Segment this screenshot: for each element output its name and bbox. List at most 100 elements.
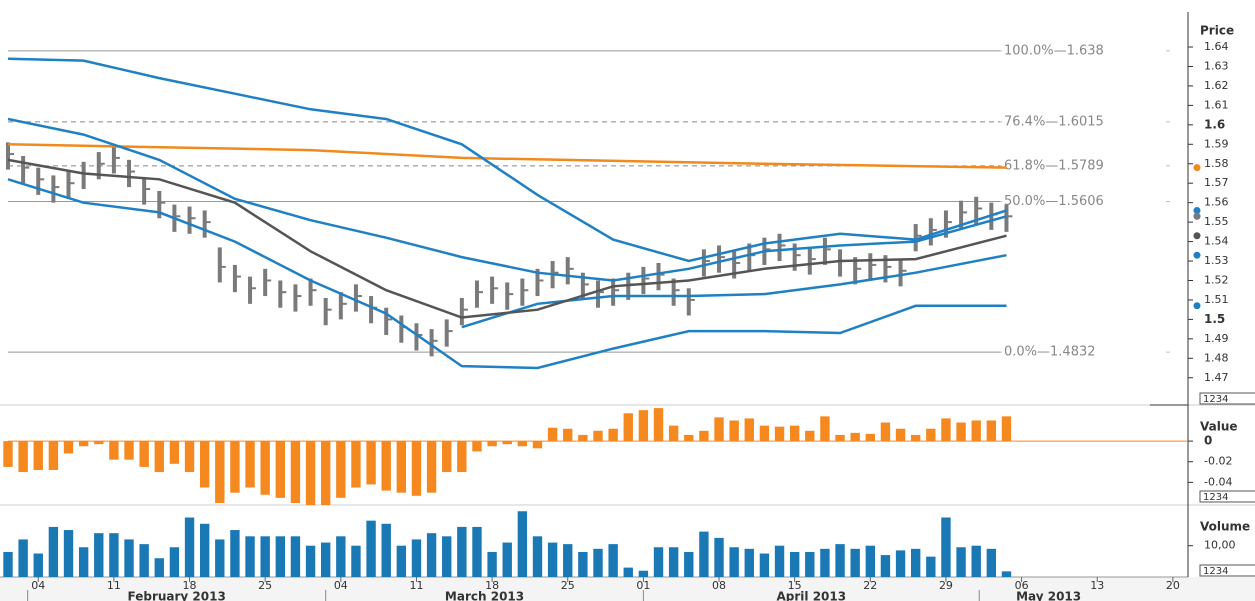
- y-tick-label: 1.58: [1204, 157, 1229, 170]
- y-tick-label: 1.5: [1204, 312, 1225, 326]
- indicator-line: [7, 178, 1007, 370]
- x-tick-label: 04: [31, 579, 45, 592]
- bar: [215, 539, 225, 577]
- x-tick-label: 06: [1015, 579, 1029, 592]
- bar: [850, 432, 860, 442]
- axis-box: [1199, 490, 1255, 503]
- y-tick-label: 1.56: [1204, 196, 1229, 209]
- y-tick-label: 1.64: [1204, 40, 1229, 53]
- bar: [547, 542, 558, 577]
- bar: [63, 530, 74, 577]
- bar: [154, 558, 164, 577]
- bar: [94, 533, 104, 577]
- y-tick-label: 1.61: [1204, 98, 1229, 111]
- bar: [109, 533, 119, 577]
- bar: [48, 526, 59, 577]
- x-tick-label: 29: [939, 579, 953, 592]
- y-tick-label: 0: [1204, 434, 1212, 448]
- bar: [63, 441, 74, 454]
- bar: [426, 533, 437, 577]
- month-label: May 2013: [1016, 590, 1081, 601]
- indicator-line: [7, 158, 1007, 319]
- bar: [865, 545, 875, 577]
- y-tick-label: -0.04: [1204, 475, 1232, 488]
- bar: [502, 542, 512, 577]
- bar: [653, 547, 664, 577]
- x-tick-label: 25: [561, 579, 575, 592]
- bar: [184, 441, 195, 473]
- y-tick-label: 1.55: [1204, 215, 1229, 228]
- bar: [850, 548, 860, 577]
- y-tick-label: 1.47: [1204, 371, 1229, 384]
- bar: [684, 434, 694, 442]
- bar: [532, 441, 543, 449]
- bar: [593, 430, 603, 442]
- bar: [759, 425, 770, 442]
- bar: [880, 422, 891, 442]
- bar: [321, 441, 331, 506]
- bar: [926, 428, 936, 442]
- bar: [78, 547, 89, 577]
- bar: [381, 523, 391, 577]
- bar: [305, 441, 316, 506]
- last-value-marker: [1193, 206, 1201, 214]
- x-tick-label: 01: [636, 579, 650, 592]
- bar: [623, 567, 633, 577]
- bar: [714, 417, 724, 442]
- bar: [442, 441, 452, 473]
- y-tick-label: 1.6: [1204, 117, 1225, 131]
- y-tick-label: 10,00: [1204, 539, 1236, 552]
- bar: [290, 441, 301, 503]
- bar: [638, 410, 649, 442]
- bar: [230, 441, 240, 493]
- bar: [547, 427, 558, 442]
- bar: [835, 544, 845, 577]
- bar: [33, 553, 43, 577]
- y-tick-label: 1.53: [1204, 254, 1229, 267]
- bar: [18, 539, 28, 577]
- bar: [487, 441, 497, 447]
- x-tick-label: 18: [183, 579, 197, 592]
- bar: [744, 548, 754, 577]
- bar: [336, 536, 346, 577]
- fib-label-bg: [1002, 157, 1166, 174]
- bar: [789, 425, 800, 442]
- bar: [199, 441, 210, 488]
- bar: [18, 441, 28, 473]
- bar: [971, 420, 981, 442]
- bar: [895, 428, 906, 442]
- panel-title: Volume: [1200, 520, 1250, 534]
- bar: [729, 420, 739, 442]
- bar: [774, 426, 785, 442]
- bar: [109, 441, 119, 460]
- bar: [986, 548, 997, 577]
- bar: [668, 547, 679, 577]
- axis-box-label: 1234: [1203, 394, 1228, 405]
- fib-label: 0.0%—1.4832: [1004, 345, 1096, 360]
- bar: [774, 545, 785, 577]
- y-tick-label: 1.52: [1204, 273, 1229, 286]
- y-tick-label: 1.57: [1204, 176, 1229, 189]
- x-tick-label: 04: [334, 579, 348, 592]
- bar: [986, 420, 997, 442]
- x-tick-label: 11: [107, 579, 121, 592]
- fib-label: 76.4%—1.6015: [1004, 114, 1104, 129]
- bar: [139, 544, 149, 577]
- x-tick-label: 18: [485, 579, 499, 592]
- bar: [260, 536, 270, 577]
- x-tick-label: 25: [258, 579, 272, 592]
- indicator-line: [7, 117, 1007, 282]
- bar: [169, 441, 180, 464]
- bar: [396, 545, 407, 577]
- bar: [426, 441, 437, 493]
- bar: [608, 544, 618, 577]
- bar: [835, 434, 845, 442]
- bar: [321, 542, 331, 577]
- bar: [668, 425, 679, 442]
- bar: [563, 428, 573, 442]
- panel-title: Price: [1200, 24, 1234, 38]
- month-label: February 2013: [128, 590, 226, 601]
- bar: [3, 551, 13, 577]
